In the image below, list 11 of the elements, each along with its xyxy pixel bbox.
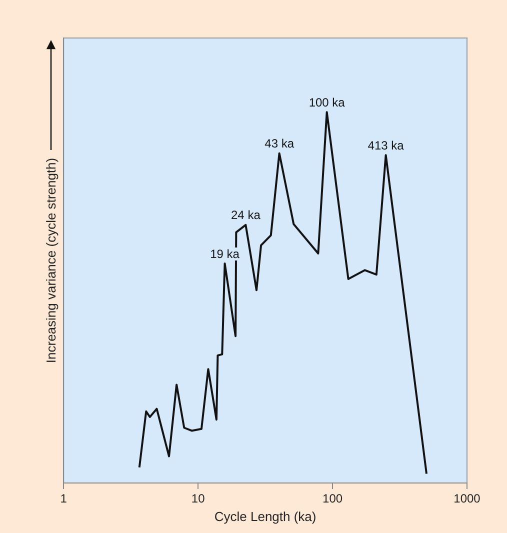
x-tick-label: 10 — [191, 492, 206, 506]
annotation: 43 ka — [264, 136, 294, 151]
annotation: 24 ka — [231, 208, 261, 222]
x-tick-label: 1000 — [454, 492, 481, 506]
annotation: 100 ka — [308, 95, 346, 110]
x-tick-label: 1 — [60, 492, 68, 506]
y-axis-title: Increasing variance (cycle strength) — [43, 158, 58, 364]
annotation: 413 ka — [368, 138, 404, 152]
x-tick-label: 100 — [322, 492, 343, 506]
annotation: 19 ka — [210, 246, 240, 261]
x-axis-title: Cycle Length (ka) — [214, 508, 316, 524]
